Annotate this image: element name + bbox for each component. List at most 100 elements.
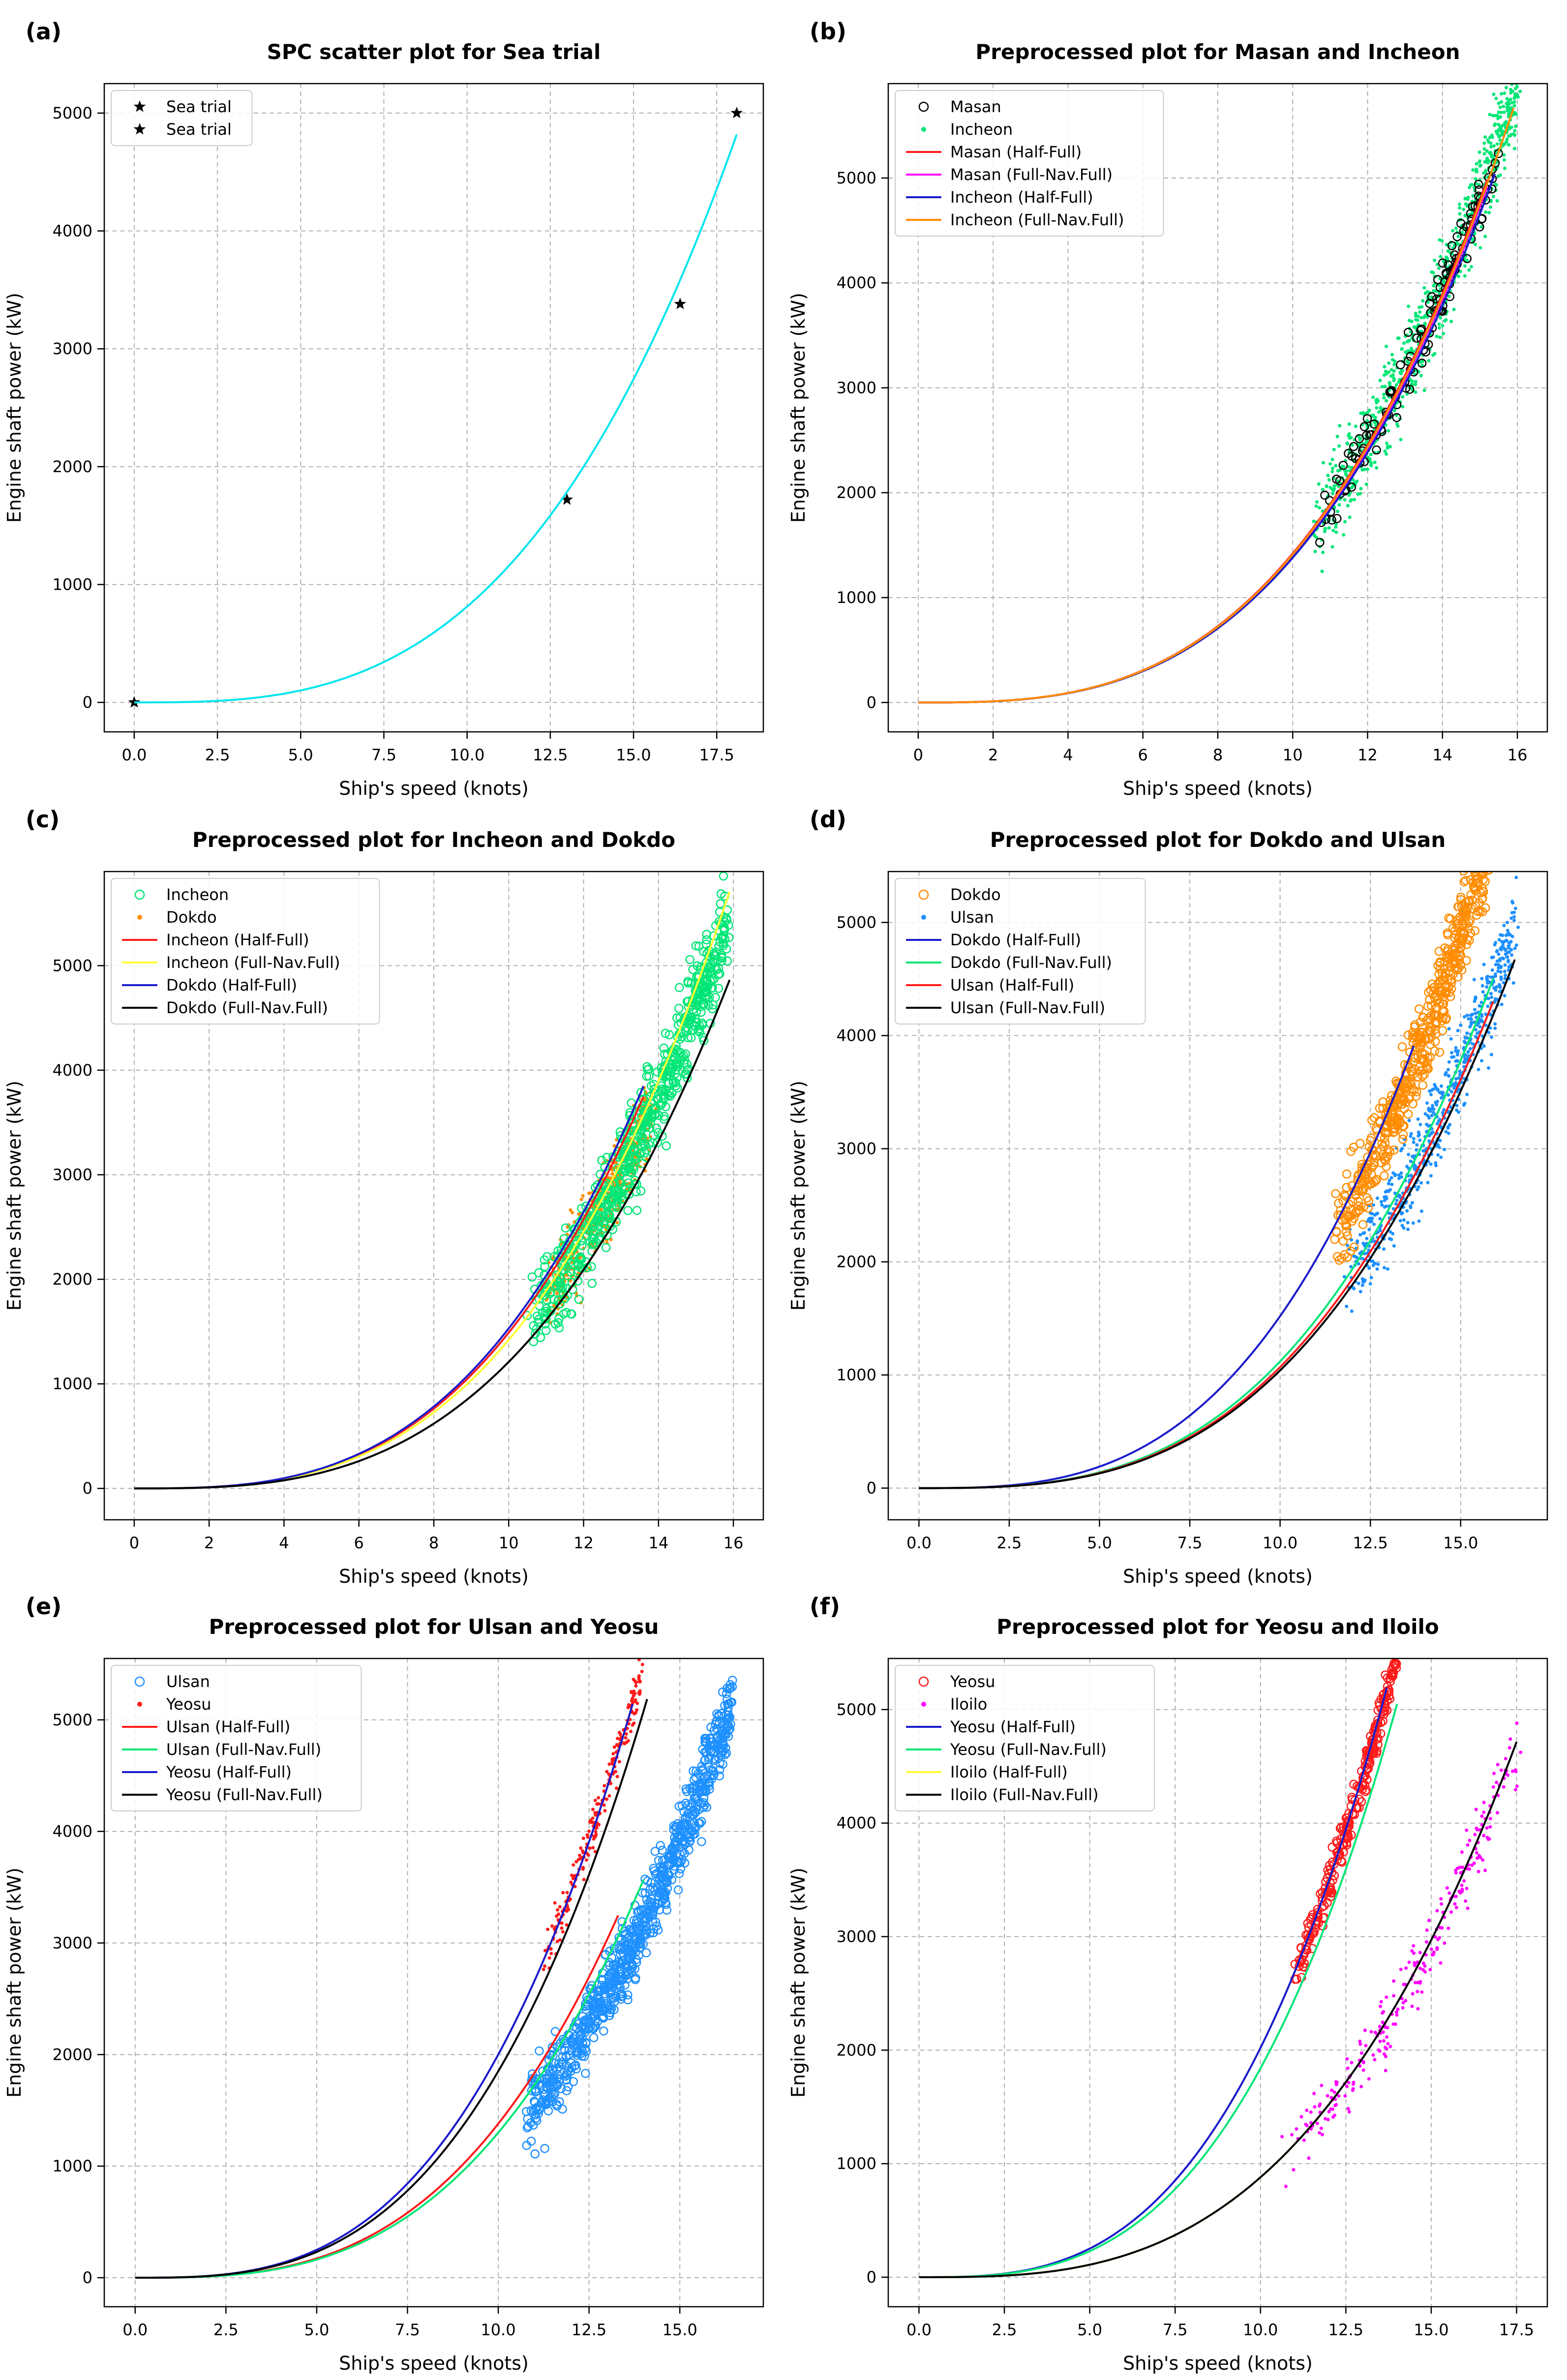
data-point xyxy=(619,1956,628,1965)
x-tick-label: 0.0 xyxy=(122,2320,148,2339)
y-tick-label: 3000 xyxy=(53,339,92,358)
data-point xyxy=(1314,504,1318,508)
data-point xyxy=(1478,159,1482,163)
data-point xyxy=(1457,1076,1460,1080)
data-point xyxy=(1446,984,1456,994)
data-point xyxy=(1465,204,1469,208)
data-point xyxy=(1342,533,1346,537)
data-point xyxy=(1392,1658,1398,1660)
data-point xyxy=(1452,1086,1456,1090)
data-point xyxy=(1495,950,1499,954)
data-point xyxy=(1332,514,1342,523)
data-point xyxy=(724,1685,734,1694)
data-point xyxy=(653,1138,663,1147)
data-point xyxy=(1398,1130,1408,1140)
legend-swatch xyxy=(133,100,146,112)
x-tick-label: 6 xyxy=(1138,746,1148,764)
data-point xyxy=(1446,1131,1450,1135)
data-point xyxy=(572,1863,575,1867)
data-point xyxy=(596,1823,600,1827)
data-point xyxy=(658,1068,667,1077)
data-point xyxy=(1392,1646,1400,1654)
data-point xyxy=(1481,852,1489,860)
x-tick-label: 5.0 xyxy=(288,746,313,764)
data-point xyxy=(1435,1100,1439,1104)
data-point xyxy=(1431,1111,1435,1115)
data-point xyxy=(1515,70,1519,73)
x-tick-label: 14 xyxy=(648,1534,668,1552)
data-point xyxy=(546,1928,550,1931)
data-point xyxy=(1476,1031,1479,1035)
data-point xyxy=(641,1948,651,1958)
data-point xyxy=(1447,294,1451,298)
panel-label: (f) xyxy=(810,1593,840,1620)
data-point xyxy=(1384,1205,1388,1208)
data-point xyxy=(602,1243,611,1252)
data-point xyxy=(671,1081,681,1091)
data-point xyxy=(696,1799,706,1808)
data-point xyxy=(536,2102,545,2111)
data-point xyxy=(1406,1066,1416,1076)
y-axis-label: Engine shaft power (kW) xyxy=(787,1081,809,1311)
data-point xyxy=(567,2046,576,2055)
data-point xyxy=(1342,1275,1346,1279)
series-masan-full-nav-full- xyxy=(918,186,1489,704)
data-point xyxy=(1389,1176,1393,1180)
data-point xyxy=(1482,963,1486,966)
data-point xyxy=(1454,934,1463,944)
data-point xyxy=(582,2016,592,2025)
data-point xyxy=(541,1314,551,1324)
data-point xyxy=(1426,1114,1430,1117)
data-point xyxy=(1472,978,1476,982)
panel-label: (d) xyxy=(810,806,846,833)
data-point xyxy=(1465,1092,1469,1096)
data-point xyxy=(690,1794,699,1803)
data-point xyxy=(1384,1685,1394,1695)
data-point xyxy=(722,1710,731,1719)
data-point xyxy=(1507,944,1510,948)
data-point xyxy=(675,983,684,993)
data-point xyxy=(1483,854,1491,862)
data-point xyxy=(1361,1257,1365,1261)
data-point xyxy=(679,1807,689,1816)
data-point xyxy=(1371,1259,1375,1263)
legend-label: Dokdo (Full-Nav.Full) xyxy=(950,953,1112,972)
data-point xyxy=(631,1696,634,1700)
data-point xyxy=(1479,225,1483,229)
data-point xyxy=(1495,142,1499,146)
data-point xyxy=(1303,1919,1313,1928)
x-tick-label: 17.5 xyxy=(699,746,734,764)
data-point xyxy=(569,1208,573,1212)
data-point xyxy=(633,1712,636,1716)
data-point xyxy=(1412,1137,1416,1141)
legend-box xyxy=(111,90,253,146)
data-point xyxy=(634,1684,638,1688)
data-point xyxy=(1474,1011,1477,1015)
data-point xyxy=(1474,177,1477,181)
data-point xyxy=(1391,1232,1395,1235)
data-point xyxy=(714,942,723,951)
data-point xyxy=(612,1203,622,1212)
data-point xyxy=(636,1087,646,1097)
data-point xyxy=(730,106,743,119)
data-point xyxy=(1367,1266,1371,1270)
data-point xyxy=(1336,510,1340,513)
data-point xyxy=(702,992,711,1002)
legend-label: Ulsan xyxy=(166,1672,210,1691)
data-point xyxy=(1510,101,1514,105)
data-point xyxy=(1474,1028,1477,1032)
data-point xyxy=(1512,104,1516,108)
data-point xyxy=(1338,460,1348,470)
data-point xyxy=(589,1818,593,1822)
data-point xyxy=(1463,1015,1466,1019)
data-point xyxy=(1455,1053,1459,1057)
data-point xyxy=(1383,449,1387,453)
data-point xyxy=(1500,92,1503,96)
data-point xyxy=(1434,947,1444,956)
data-point xyxy=(1364,482,1368,486)
data-point xyxy=(640,1148,649,1158)
x-axis-label: Ship's speed (knots) xyxy=(339,778,529,799)
data-point xyxy=(574,1860,578,1864)
data-point xyxy=(1397,336,1401,340)
